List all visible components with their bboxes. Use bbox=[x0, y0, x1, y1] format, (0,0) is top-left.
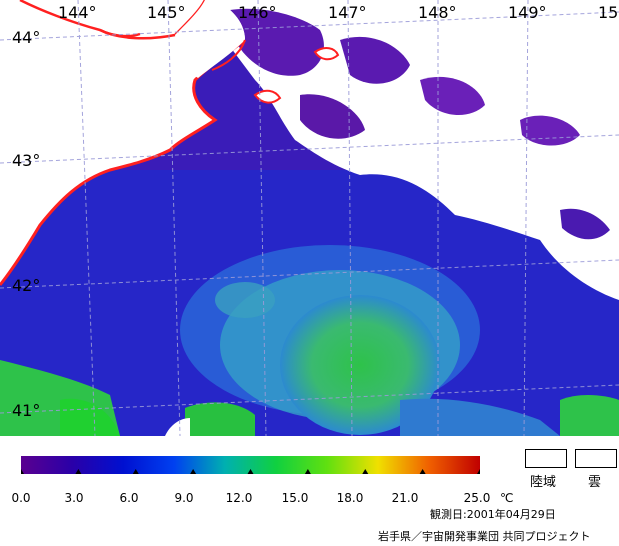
colorbar-tick-mark bbox=[190, 469, 197, 474]
colorbar-tick-mark bbox=[419, 469, 426, 474]
latitude-label-41: 41° bbox=[12, 401, 41, 420]
colorbar-tick-label: 3.0 bbox=[64, 491, 84, 505]
colorbar-tick-label: 12.0 bbox=[225, 491, 253, 505]
land-legend-swatch bbox=[525, 449, 567, 468]
colorbar-tick-mark bbox=[21, 469, 24, 474]
longitude-label-145: 145° bbox=[147, 3, 186, 22]
longitude-label-144: 144° bbox=[58, 3, 97, 22]
land-legend-label: 陸域 bbox=[530, 475, 557, 490]
colorbar-tick-label: 9.0 bbox=[174, 491, 194, 505]
observation-date: 観測日:2001年04月29日 bbox=[430, 508, 556, 521]
colorbar-unit: ℃ bbox=[500, 491, 514, 505]
colorbar-tick-mark bbox=[247, 469, 254, 474]
colorbar-tick-label: 21.0 bbox=[391, 491, 419, 505]
latitude-label-42: 42° bbox=[12, 276, 41, 295]
cloud-legend-swatch bbox=[575, 449, 617, 468]
colorbar-tick-mark bbox=[75, 469, 82, 474]
colorbar-tick-label: 15.0 bbox=[281, 491, 309, 505]
longitude-label-146: 146° bbox=[238, 3, 277, 22]
latitude-label-44: 44° bbox=[12, 28, 41, 47]
longitude-label-149: 149° bbox=[508, 3, 547, 22]
longitude-label-150: 15 bbox=[598, 3, 619, 22]
colorbar-tick-mark bbox=[132, 469, 139, 474]
colorbar-tick-label: 0.0 bbox=[11, 491, 31, 505]
latitude-label-43: 43° bbox=[12, 151, 41, 170]
colorbar-tick-label: 25.0 bbox=[463, 491, 491, 505]
colorbar-tick-mark bbox=[362, 469, 369, 474]
longitude-label-148: 148° bbox=[418, 3, 457, 22]
colorbar-tick-mark bbox=[304, 469, 311, 474]
credit-text: 岩手県／宇宙開発事業団 共同プロジェクト bbox=[378, 530, 591, 543]
colorbar-tick-mark bbox=[477, 469, 480, 474]
cloud-legend-label: 雲 bbox=[588, 475, 602, 490]
longitude-label-147: 147° bbox=[328, 3, 367, 22]
temperature-colorbar bbox=[21, 456, 480, 474]
sea-surface-temperature-map bbox=[0, 0, 619, 436]
colorbar-tick-label: 6.0 bbox=[119, 491, 139, 505]
colorbar-tick-label: 18.0 bbox=[336, 491, 364, 505]
